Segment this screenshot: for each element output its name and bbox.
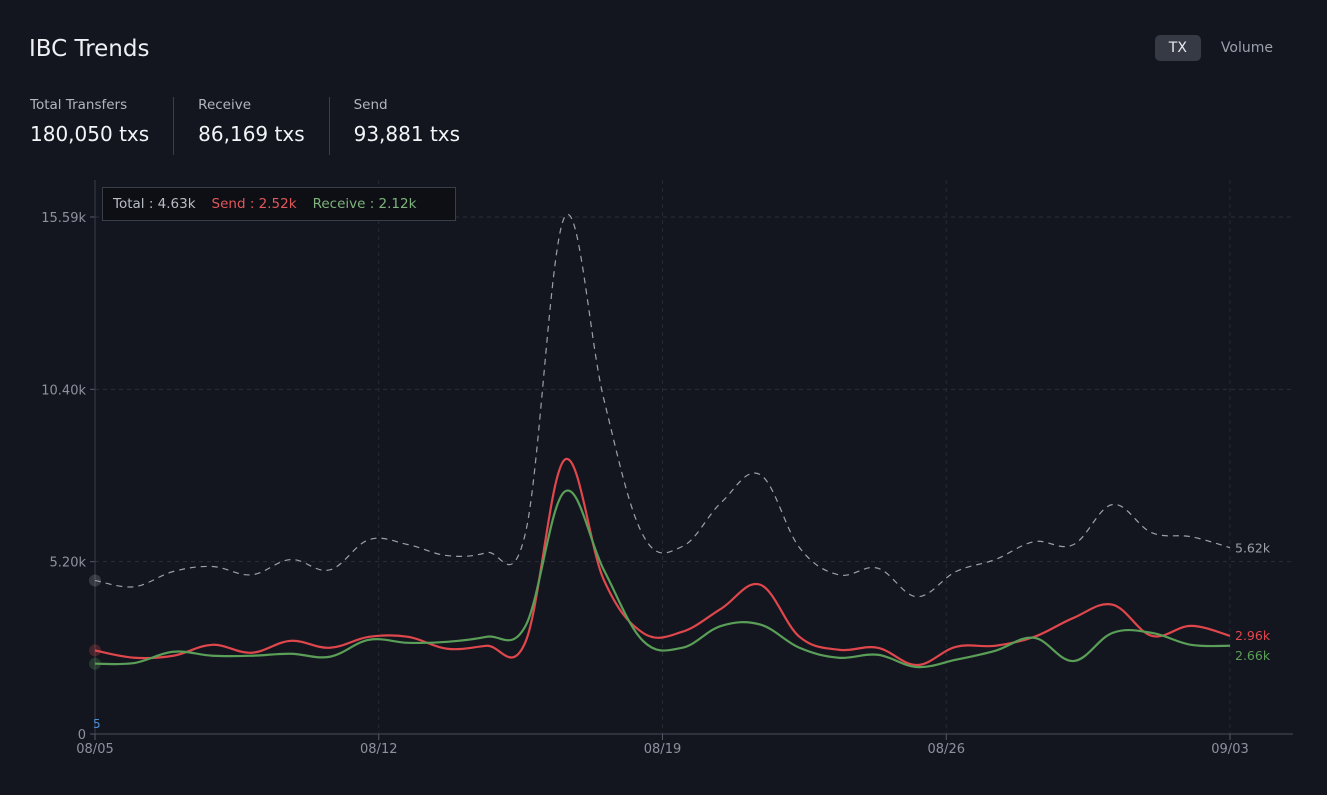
metric-toggle: TX Volume [1154,35,1287,61]
chart-tooltip: Total : 4.63k Send : 2.52k Receive : 2.1… [102,187,456,221]
stat-value: 93,881 txs [353,122,461,146]
stat-label: Receive [198,97,252,113]
stat-send: Send 93,881 txs [354,97,484,155]
x-tick-label: 09/03 [1211,742,1248,757]
stat-value: 180,050 txs [30,122,150,146]
tooltip-receive: Receive : 2.12k [312,196,417,212]
end-label-send: 2.96k [1235,628,1271,643]
series-line-total [94,213,1231,598]
stat-label: Total Transfers [30,97,128,113]
stats-row: Total Transfers 180,050 txs Receive 86,1… [30,97,508,155]
stat-value: 86,169 txs [198,122,305,146]
start-marker-receive [89,657,101,670]
stat-total: Total Transfers 180,050 txs [30,97,175,155]
x-tick-label: 08/05 [76,742,113,757]
tab-volume[interactable]: Volume [1220,40,1273,56]
axis-marker: 5 [93,717,101,731]
tooltip-send: Send : 2.52k [211,196,297,212]
series-line-receive [94,489,1231,669]
x-tick-label: 08/19 [644,742,681,757]
end-label-total: 5.62k [1235,541,1271,556]
tooltip-total: Total : 4.63k [113,196,196,212]
y-tick-label: 10.40k [41,383,86,398]
stat-receive: Receive 86,169 txs [198,97,330,155]
x-tick-label: 08/12 [360,742,397,757]
y-tick-label: 5.20k [50,556,87,571]
y-tick-label: 0 [78,728,86,743]
page-title: IBC Trends [29,36,150,62]
end-label-receive: 2.66k [1235,648,1271,663]
start-marker-send [89,644,101,657]
start-marker-total [89,574,101,587]
stat-label: Send [353,97,388,113]
tab-tx[interactable]: TX [1154,35,1201,61]
y-tick-label: 15.59k [41,211,86,226]
x-tick-label: 08/26 [928,742,965,757]
